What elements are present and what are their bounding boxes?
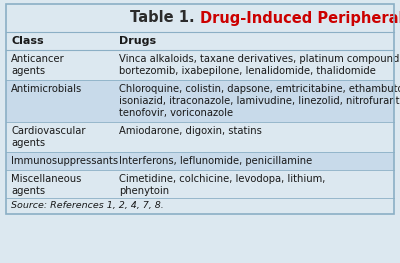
Text: Immunosuppressants: Immunosuppressants bbox=[11, 156, 118, 166]
Bar bbox=[6, 50, 394, 80]
Text: Source: References 1, 2, 4, 7, 8.: Source: References 1, 2, 4, 7, 8. bbox=[11, 201, 164, 210]
Text: Drug-Induced Peripheral Neuropathy: Drug-Induced Peripheral Neuropathy bbox=[200, 11, 400, 26]
Bar bbox=[6, 32, 394, 50]
Text: Table 1.: Table 1. bbox=[130, 11, 200, 26]
Text: Miscellaneous
agents: Miscellaneous agents bbox=[11, 174, 81, 196]
Text: Amiodarone, digoxin, statins: Amiodarone, digoxin, statins bbox=[119, 126, 262, 136]
Bar bbox=[6, 170, 394, 198]
Text: Class: Class bbox=[11, 36, 44, 46]
Text: Vinca alkaloids, taxane derivatives, platinum compounds,
bortezomib, ixabepilone: Vinca alkaloids, taxane derivatives, pla… bbox=[119, 54, 400, 76]
Bar bbox=[6, 80, 394, 122]
Text: Antimicrobials: Antimicrobials bbox=[11, 84, 82, 94]
Text: Interferons, leflunomide, penicillamine: Interferons, leflunomide, penicillamine bbox=[119, 156, 312, 166]
Bar bbox=[6, 152, 394, 170]
Bar bbox=[6, 4, 394, 214]
Bar bbox=[6, 198, 394, 214]
Bar bbox=[6, 4, 394, 32]
Text: Anticancer
agents: Anticancer agents bbox=[11, 54, 65, 76]
Text: Chloroquine, colistin, dapsone, emtricitabine, ethambutol,
isoniazid, itraconazo: Chloroquine, colistin, dapsone, emtricit… bbox=[119, 84, 400, 118]
Text: Cimetidine, colchicine, levodopa, lithium,
phenytoin: Cimetidine, colchicine, levodopa, lithiu… bbox=[119, 174, 325, 196]
Text: Cardiovascular
agents: Cardiovascular agents bbox=[11, 126, 86, 148]
Text: Drugs: Drugs bbox=[119, 36, 156, 46]
Bar bbox=[6, 122, 394, 152]
